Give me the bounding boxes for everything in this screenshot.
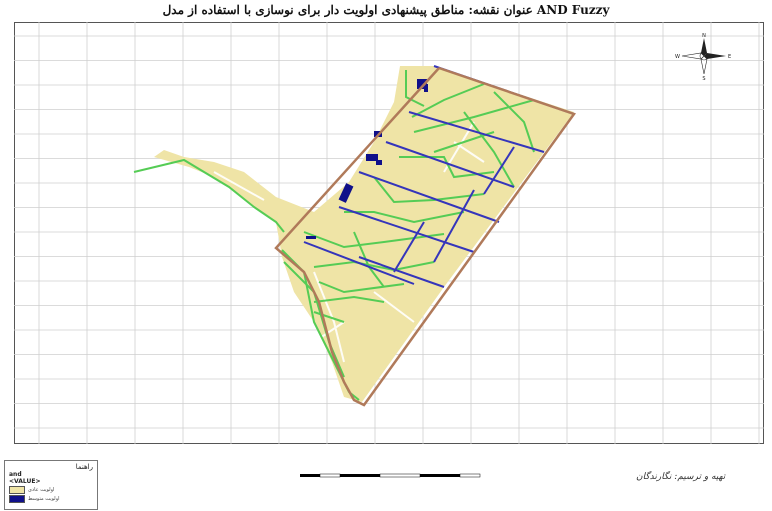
svg-text:W: W [675, 54, 680, 60]
legend-swatch-normal [9, 486, 25, 494]
legend-swatch-medium [9, 495, 25, 503]
zone-fill [154, 66, 574, 402]
legend-layer-name: and [9, 471, 22, 478]
svg-text:N: N [702, 33, 706, 39]
svg-text:S: S [702, 76, 705, 82]
map-title: عنوان نقشه: مناطق پیشنهادی اولویت دار بر… [162, 3, 610, 17]
road-network [133, 70, 535, 401]
priority-lines [303, 65, 575, 288]
legend-title: راهنما [75, 463, 93, 471]
producer-credit: تهیه و ترسیم: نگارندگان [636, 472, 726, 482]
north-arrow-icon: N E S W [675, 33, 731, 82]
svg-text:E: E [728, 54, 731, 60]
boundary-line [274, 66, 577, 407]
map-frame: N E S W [14, 22, 764, 444]
map-canvas[interactable]: N E S W [14, 22, 764, 444]
legend-item-normal: اولویت عادی [9, 486, 97, 494]
scale-bar [300, 473, 481, 478]
legend-item-medium: اولویت متوسط [9, 495, 97, 503]
legend-field: <VALUE> [9, 478, 41, 485]
legend: راهنما and <VALUE> اولویت عادی اولویت مت… [4, 460, 98, 510]
study-area [133, 65, 577, 407]
